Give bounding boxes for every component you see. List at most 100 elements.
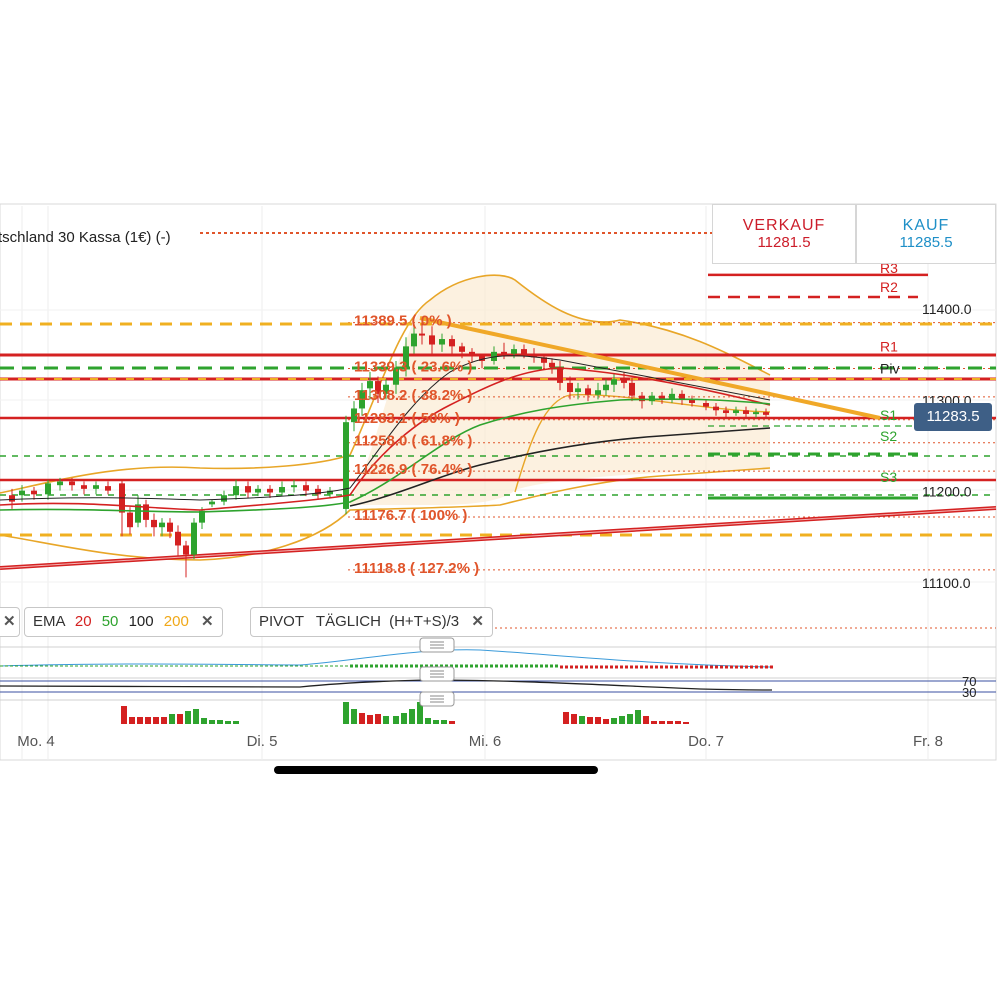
ema-indicator-pill[interactable]: EMA 20 50 100 200 ✕ [24,607,223,637]
falling-trend-line [419,316,881,420]
volume-bar [201,718,207,724]
resize-handle[interactable] [419,637,455,653]
pivot-label-s1: S1 [880,407,897,423]
candle-body [255,488,261,493]
ema-50: 50 [101,613,119,630]
volume-bar [667,721,673,724]
ema-200: 200 [163,613,189,630]
candle-body [209,501,215,505]
candle-body [689,399,695,403]
candle-body [175,531,181,546]
fib-label: 11258.0 ( 61.8% ) [354,433,472,450]
candle-body [469,351,475,356]
y-tick-label: 11400.0 [922,301,972,317]
buy-label: KAUF [902,217,950,234]
volume-bar [571,714,577,724]
volume-bar [611,718,617,724]
candle-body [549,362,555,368]
ema-label: EMA [33,613,65,630]
candle-body [359,390,365,409]
candle-body [541,357,547,363]
candle-body [9,495,15,502]
candle-body [479,355,485,361]
candle-body [279,487,285,493]
volume-bar [383,716,389,724]
indicator-pill-clipped[interactable]: ✕ [0,607,20,637]
bollinger-inner [514,393,771,493]
candle-body [127,512,133,528]
candle-body [245,486,251,493]
home-indicator[interactable] [274,766,598,774]
candle-body [167,522,173,532]
panel-resize-handles[interactable] [419,637,455,707]
candle-body [491,351,497,361]
candle-body [367,381,373,389]
volume-bar [433,720,439,724]
candle-body [327,490,333,495]
candle-body [267,488,273,493]
pivot-label: PIVOT [259,613,304,630]
candle-body [393,367,399,385]
volume-bar [121,706,127,724]
fib-label: 11339.3 ( 23.6% ) [354,358,472,375]
pivot-label-s2: S2 [880,428,897,444]
buy-button[interactable]: KAUF 11285.5 [856,204,996,264]
volume-bar [367,715,373,724]
candle-body [585,388,591,395]
volume-bar [359,713,365,724]
candle-body [135,504,141,523]
candle-body [753,412,759,415]
volume-bar [343,702,349,724]
volume-bar [409,709,415,724]
candle-body [403,346,409,368]
pivot-label-piv: Piv [880,360,899,376]
resize-handle[interactable] [419,666,455,682]
candle-body [679,393,685,400]
volume-bar [401,713,407,724]
candle-body [303,485,309,491]
volume-bar [129,717,135,724]
close-icon[interactable]: ✕ [200,613,214,630]
volume-bar [587,717,593,724]
candle-body [449,339,455,347]
candle-body [233,486,239,496]
candle-body [315,488,321,495]
instrument-title: tschland 30 Kassa (1€) (-) [0,229,171,246]
candle-body [733,410,739,414]
candle-body [199,510,205,523]
candle-body [351,408,357,423]
close-icon[interactable]: ✕ [471,613,484,630]
volume-bar [441,720,447,724]
volume-bar [169,714,175,724]
volume-bar [651,721,657,724]
candle-body [183,545,189,555]
pivot-formula: (H+T+S)/3 [389,613,460,630]
sell-button[interactable]: VERKAUF 11281.5 [712,204,856,264]
pivot-label-r2: R2 [880,279,898,295]
close-icon[interactable]: ✕ [3,613,16,630]
candle-body [557,367,563,383]
volume-bar [675,721,681,724]
candle-body [611,379,617,385]
ema-lines [0,355,771,513]
pivot-indicator-pill[interactable]: PIVOT TÄGLICH (H+T+S)/3 ✕ [250,607,493,637]
volume-bar [145,717,151,724]
candle-body [649,395,655,402]
fib-label: 11176.7 ( 100% ) [354,507,467,524]
candle-body [763,412,769,415]
trend-lines [0,316,997,570]
ema50-line [0,398,771,513]
candle-body [419,333,425,336]
candle-body [703,402,709,407]
ema-100: 100 [128,613,154,630]
candle-body [511,349,517,354]
sell-label: VERKAUF [742,217,826,234]
volume-bar [217,720,223,724]
resize-handle[interactable] [419,691,455,707]
fib-label: 11308.2 ( 38.2% ) [354,387,472,404]
buy-price: 11285.5 [899,234,953,251]
volume-bar [417,702,423,724]
candle-body [743,410,749,414]
